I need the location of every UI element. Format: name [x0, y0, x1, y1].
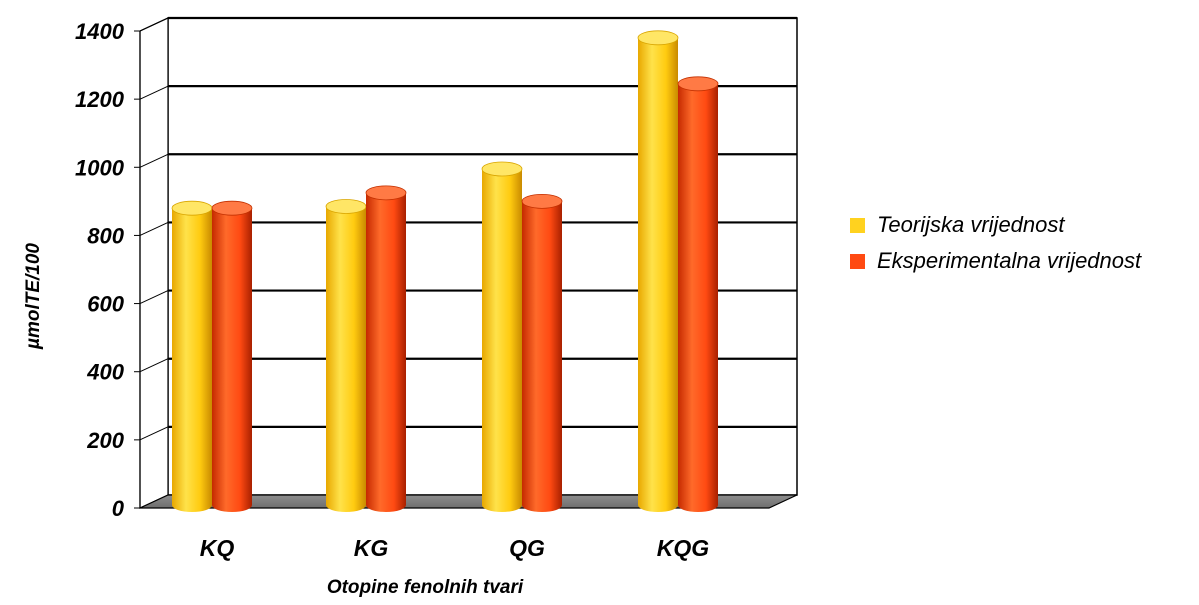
x-tick-label: KQ — [200, 535, 235, 561]
y-axis-title: µmolTE/100 — [23, 243, 44, 350]
x-tick-label: KG — [354, 535, 389, 561]
bar — [521, 193, 563, 512]
x-tick-label: QG — [509, 535, 545, 561]
bar-top — [481, 161, 523, 177]
y-tick-label: 600 — [87, 292, 124, 317]
bar-top — [211, 200, 253, 216]
bar-body — [482, 168, 522, 512]
y-tick-label: 800 — [87, 223, 124, 248]
bar — [171, 200, 213, 512]
gridline-side — [139, 85, 169, 100]
legend-label-eksperimentalna: Eksperimentalna vrijednost — [877, 248, 1142, 273]
bar — [211, 200, 253, 512]
y-tick-label: 400 — [86, 360, 124, 385]
gridline-side — [139, 426, 169, 441]
gridline-side — [139, 221, 169, 236]
bar — [637, 30, 679, 513]
bar-body — [522, 201, 562, 512]
bar — [325, 199, 367, 513]
legend-item-teorijska: Teorijska vrijednost — [850, 207, 1195, 243]
x-axis-title: Otopine fenolnih tvari — [327, 577, 524, 598]
bar — [481, 161, 523, 512]
bar-body — [326, 206, 366, 513]
bar-top — [171, 200, 213, 216]
legend-swatch-eksperimentalna — [850, 253, 865, 269]
bar-body — [212, 208, 252, 512]
x-tick-label: KQG — [657, 535, 710, 561]
y-tick-label: 200 — [86, 428, 124, 453]
y-tick-label: 1400 — [75, 19, 125, 44]
bar — [677, 76, 719, 512]
legend-label-teorijska: Teorijska vrijednost — [877, 212, 1065, 237]
bar-top — [521, 193, 563, 209]
gridline-side — [139, 290, 169, 305]
bar-top — [637, 30, 679, 46]
gridline-side — [139, 17, 169, 32]
legend-swatch-teorijska — [850, 217, 865, 233]
gridline-side — [139, 153, 169, 168]
bar-top — [325, 199, 367, 214]
bar-body — [638, 37, 678, 513]
bar-body — [172, 208, 212, 512]
y-tick-label: 1200 — [75, 87, 125, 112]
y-tick-label: 0 — [112, 496, 125, 521]
bar-top — [677, 76, 719, 92]
bar-top — [365, 185, 407, 201]
side-wall — [139, 17, 169, 509]
bar-body — [678, 83, 718, 512]
bar-body — [366, 192, 406, 512]
legend-item-eksperimentalna: Eksperimentalna vrijednost — [850, 243, 1195, 279]
y-tick-label: 1000 — [75, 155, 125, 180]
legend: Teorijska vrijednost Eksperimentalna vri… — [850, 207, 1195, 279]
gridline-side — [139, 358, 169, 373]
bar — [365, 185, 407, 512]
